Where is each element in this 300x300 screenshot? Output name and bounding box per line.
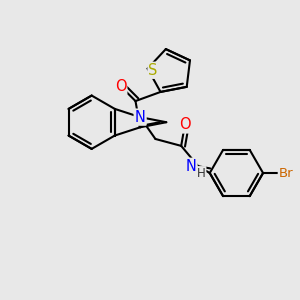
- Text: N: N: [135, 110, 146, 124]
- Text: H: H: [197, 167, 206, 180]
- Text: N: N: [186, 159, 196, 174]
- Text: O: O: [179, 117, 191, 132]
- Text: O: O: [115, 79, 126, 94]
- Text: S: S: [148, 63, 158, 78]
- Text: Br: Br: [279, 167, 293, 179]
